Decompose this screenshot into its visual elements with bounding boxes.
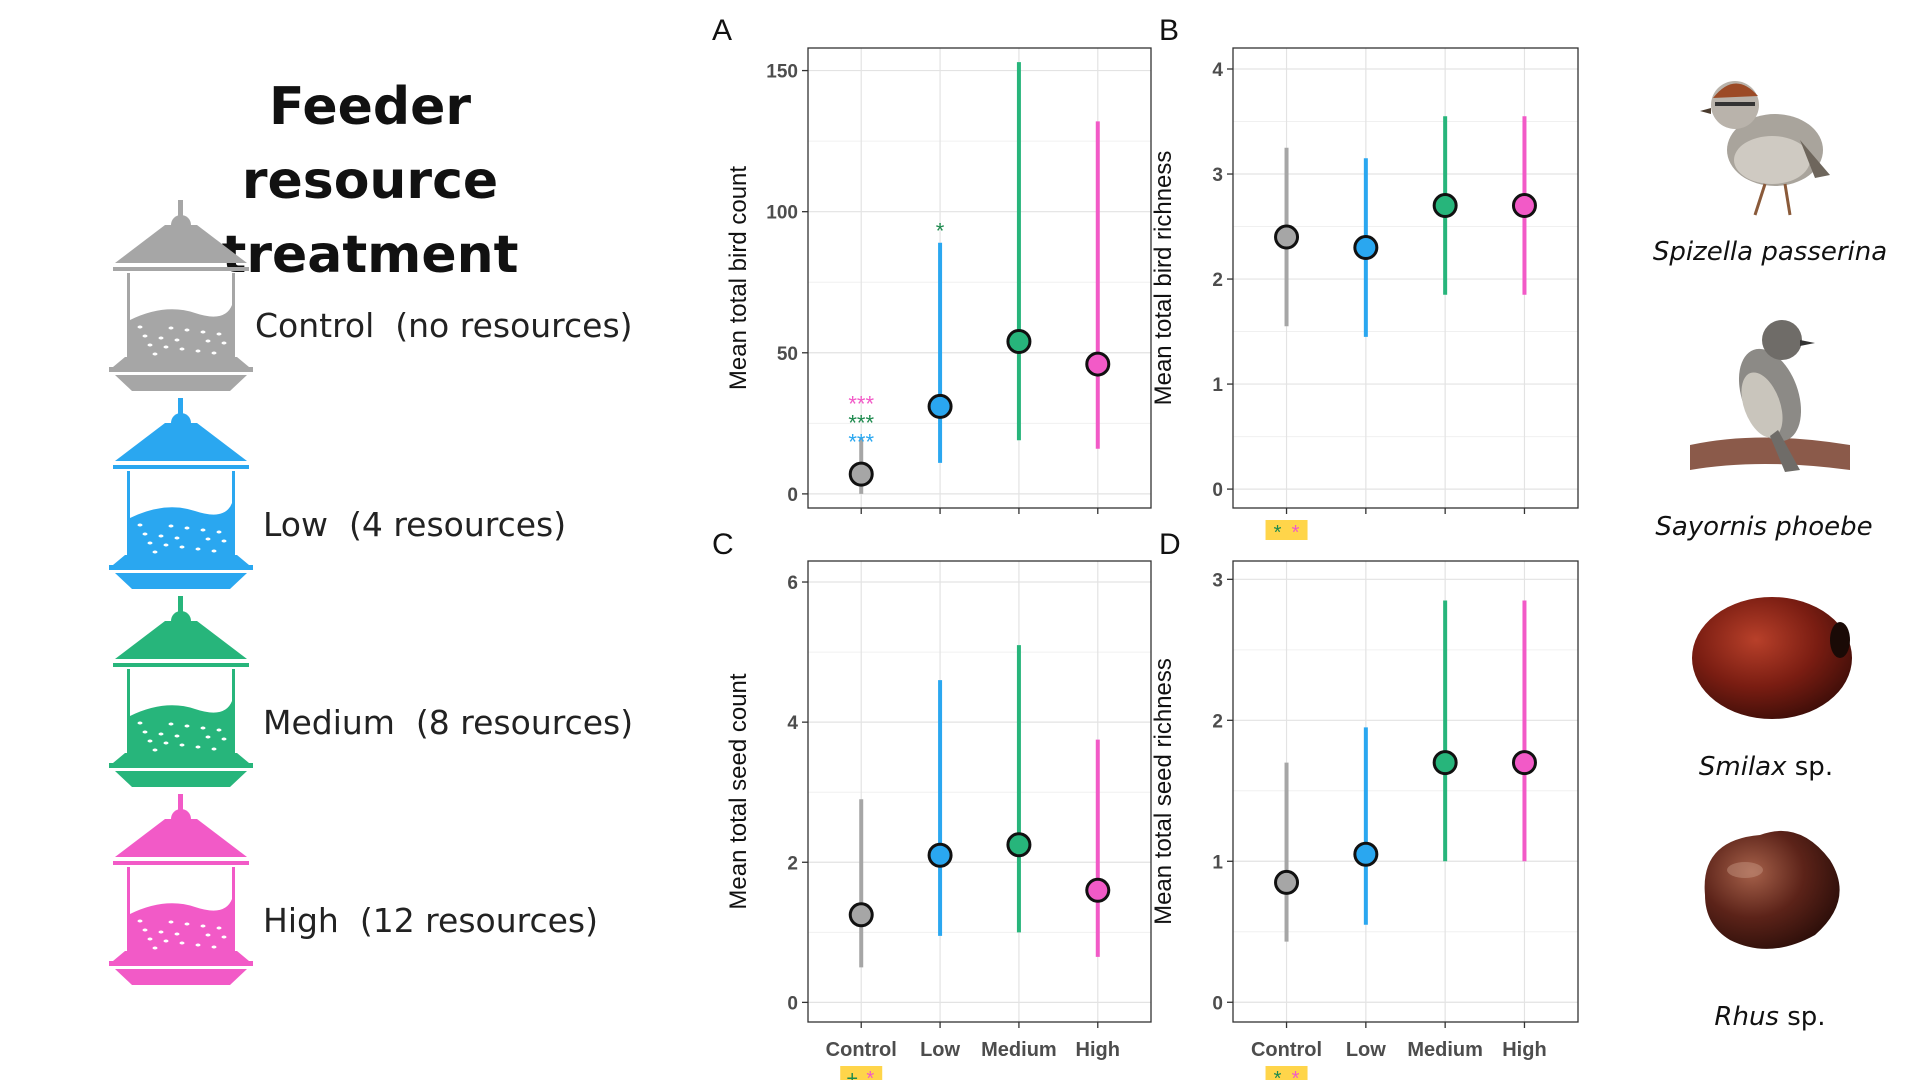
chart-panel-b: 0 1 2 3 4 Mean total bird richness * * — [1150, 47, 1579, 544]
x-tick-label: Control — [1251, 1039, 1322, 1061]
species-label-smilax: Smilax sp. — [1698, 752, 1834, 782]
point-control — [848, 461, 874, 487]
plot-frame — [807, 560, 1152, 1023]
y-axis-label: Mean total seed count — [725, 673, 752, 909]
species-label-phoebe: Sayornis phoebe — [1655, 512, 1873, 542]
panel-letter-b: B — [1159, 14, 1180, 47]
species-label-rhus: Rhus sp. — [1714, 1002, 1826, 1032]
significance-marker: * — [936, 219, 945, 244]
feeder-medium-icon — [109, 596, 253, 787]
plot-frame — [1232, 47, 1579, 509]
significance-marker: * — [1274, 522, 1282, 544]
species-label-sparrow: Spizella passerina — [1652, 237, 1888, 267]
x-tick-label: Low — [920, 1039, 960, 1061]
panel-letter-d: D — [1159, 528, 1181, 561]
y-tick-label: 1 — [1212, 852, 1223, 873]
feeder-control-icon — [109, 200, 253, 391]
feeder-icons — [109, 200, 253, 985]
significance-highlight — [840, 1066, 883, 1080]
y-tick-label: 100 — [766, 203, 798, 224]
significance-highlight — [1265, 520, 1308, 540]
significance-marker: * — [1292, 522, 1300, 544]
point-control — [1274, 224, 1300, 250]
significance-highlight — [1265, 1066, 1308, 1080]
y-tick-label: 2 — [787, 853, 798, 874]
legend-label-control: Control (no resources) — [255, 306, 633, 345]
y-tick-label: 150 — [766, 62, 798, 83]
significance-marker: *** — [848, 429, 874, 454]
point-control — [848, 902, 874, 928]
y-tick-label: 4 — [787, 713, 798, 734]
y-tick-label: 3 — [1212, 165, 1223, 186]
y-tick-label: 6 — [787, 573, 798, 594]
significance-marker: * — [866, 1068, 874, 1080]
x-tick-label: Low — [1346, 1039, 1386, 1061]
y-tick-label: 3 — [1212, 570, 1223, 591]
point-high — [1511, 750, 1537, 776]
feeder-high-icon — [109, 794, 253, 985]
point-medium — [1006, 832, 1032, 858]
point-medium — [1006, 328, 1032, 354]
point-low — [1353, 841, 1379, 867]
feeder-low-icon — [109, 398, 253, 589]
legend-label-low: Low (4 resources) — [263, 505, 567, 544]
x-tick-label: High — [1076, 1039, 1120, 1061]
significance-marker: *** — [848, 391, 874, 416]
point-control — [1274, 869, 1300, 895]
panel-letter-c: C — [712, 528, 734, 561]
chart-panel-c: 0 2 4 6 Control Low Medium High Mean total seed … — [725, 560, 1152, 1080]
x-tick-label: Medium — [981, 1039, 1057, 1061]
y-tick-label: 0 — [1212, 993, 1223, 1014]
legend-label-medium: Medium (8 resources) — [263, 703, 634, 742]
plot-frame — [807, 47, 1152, 509]
panel-letter-a: A — [712, 14, 733, 47]
point-low — [927, 393, 953, 419]
legend-label-high: High (12 resources) — [263, 901, 598, 940]
y-axis-label: Mean total bird richness — [1150, 151, 1177, 406]
significance-marker: * — [1274, 1068, 1282, 1080]
y-axis-label: Mean total bird count — [725, 166, 752, 390]
plot-frame — [1232, 560, 1579, 1023]
x-tick-label: Medium — [1407, 1039, 1483, 1061]
y-tick-label: 0 — [1212, 480, 1223, 501]
y-tick-label: 0 — [787, 485, 798, 506]
point-high — [1085, 877, 1111, 903]
legend-title: Feeder resource treatment — [170, 70, 570, 292]
significance-marker: * — [1292, 1068, 1300, 1080]
y-tick-label: 4 — [1212, 60, 1223, 81]
point-medium — [1432, 193, 1458, 219]
significance-marker: + — [846, 1068, 858, 1080]
y-tick-label: 2 — [1212, 270, 1223, 291]
legend-title-line1: Feeder resource — [241, 77, 499, 211]
y-tick-label: 2 — [1212, 711, 1223, 732]
point-low — [1353, 235, 1379, 261]
y-tick-label: 1 — [1212, 375, 1223, 396]
y-axis-label: Mean total seed richness — [1150, 658, 1177, 925]
point-low — [927, 842, 953, 868]
significance-marker: *** — [848, 410, 874, 435]
point-medium — [1432, 750, 1458, 776]
y-tick-label: 0 — [787, 993, 798, 1014]
x-tick-label: Control — [826, 1039, 897, 1061]
chart-panel-d: 0 1 2 3 Control Low Medium High Mean total seed … — [1150, 560, 1579, 1080]
point-high — [1085, 351, 1111, 377]
legend-title-line2: treatment — [221, 225, 519, 285]
point-high — [1511, 193, 1537, 219]
x-tick-label: High — [1502, 1039, 1546, 1061]
y-tick-label: 50 — [777, 344, 798, 365]
